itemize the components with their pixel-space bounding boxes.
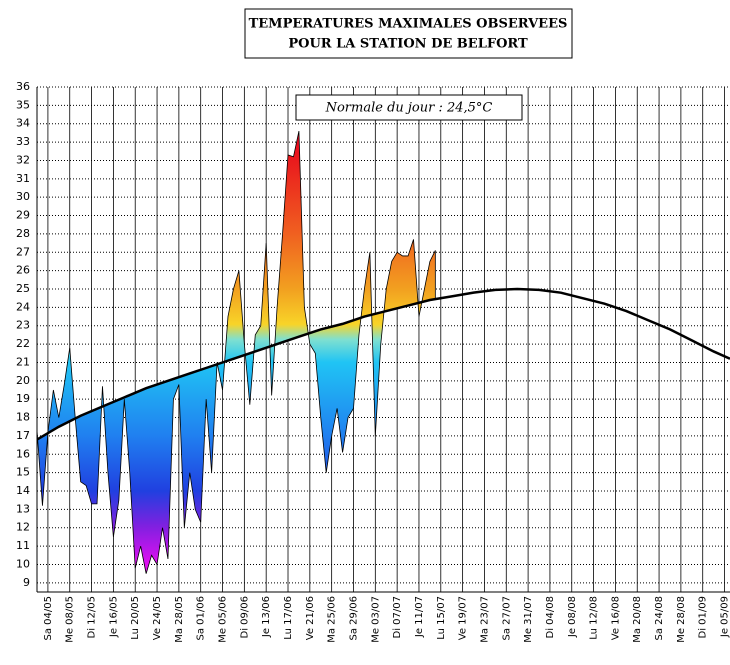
x-tick-label: Ma 20/08 <box>632 596 643 643</box>
y-tick-label: 25 <box>16 282 30 295</box>
y-tick-label: 18 <box>16 411 30 424</box>
x-tick-label: Ma 23/07 <box>479 596 490 643</box>
x-tick-label: Je 08/08 <box>567 596 578 638</box>
x-tick-label: Ma 25/06 <box>327 596 338 643</box>
x-tick-label: Lu 12/08 <box>589 596 600 640</box>
y-tick-label: 36 <box>16 80 30 93</box>
y-tick-label: 17 <box>16 429 30 442</box>
x-tick-label: Ve 21/06 <box>305 596 316 640</box>
x-tick-label: Sa 24/08 <box>654 596 665 640</box>
y-tick-label: 28 <box>16 227 30 240</box>
y-tick-label: 32 <box>16 153 30 166</box>
y-tick-label: 24 <box>16 300 30 313</box>
x-tick-label: Me 31/07 <box>523 596 534 643</box>
y-tick-label: 31 <box>16 172 30 185</box>
y-tick-label: 12 <box>16 521 30 534</box>
x-tick-label: Ve 19/07 <box>458 596 469 640</box>
x-tick-label: Je 11/07 <box>414 596 425 638</box>
x-tick-label: Me 28/08 <box>676 596 687 643</box>
y-tick-label: 20 <box>16 374 30 387</box>
y-tick-label: 23 <box>16 319 30 332</box>
y-tick-label: 30 <box>16 190 30 203</box>
x-tick-label: Ve 16/08 <box>610 596 621 640</box>
y-tick-label: 14 <box>16 484 30 497</box>
y-tick-label: 9 <box>23 576 30 589</box>
y-tick-label: 21 <box>16 355 30 368</box>
y-tick-label: 29 <box>16 209 30 222</box>
x-tick-label: Ma 28/05 <box>174 596 185 643</box>
y-tick-label: 15 <box>16 466 30 479</box>
chart-title: POUR LA STATION DE BELFORT <box>288 37 528 52</box>
annotation-box <box>295 94 523 121</box>
x-tick-label: Sa 01/06 <box>196 596 207 640</box>
y-tick-label: 34 <box>16 117 30 130</box>
y-tick-label: 33 <box>16 135 30 148</box>
x-tick-label: Je 16/05 <box>108 596 119 638</box>
y-tick-label: 27 <box>16 245 30 258</box>
x-tick-label: Je 13/06 <box>261 596 272 638</box>
x-tick-label: Me 05/06 <box>218 596 229 643</box>
y-tick-label: 22 <box>16 337 30 350</box>
x-tick-label: Di 01/09 <box>698 596 709 638</box>
x-tick-label: Lu 15/07 <box>436 596 447 640</box>
y-tick-label: 19 <box>16 392 30 405</box>
x-tick-label: Me 08/05 <box>65 596 76 643</box>
y-tick-label: 11 <box>16 539 30 552</box>
x-tick-label: Di 12/05 <box>87 596 98 638</box>
x-tick-label: Di 07/07 <box>392 596 403 638</box>
x-tick-label: Me 03/07 <box>370 596 381 643</box>
y-tick-label: 26 <box>16 264 30 277</box>
y-tick-label: 35 <box>16 98 30 111</box>
y-tick-label: 13 <box>16 502 30 515</box>
x-tick-label: Je 05/09 <box>720 596 730 638</box>
x-tick-label: Lu 20/05 <box>130 596 141 640</box>
x-tick-label: Lu 17/06 <box>283 596 294 640</box>
y-tick-label: 10 <box>16 557 30 570</box>
x-tick-label: Sa 29/06 <box>348 596 359 640</box>
x-tick-label: Di 09/06 <box>239 596 250 638</box>
x-tick-label: Di 04/08 <box>545 596 556 638</box>
x-tick-label: Sa 27/07 <box>501 596 512 640</box>
normal-line <box>37 287 730 441</box>
x-tick-label: Ve 24/05 <box>152 596 163 640</box>
x-tick-label: Sa 04/05 <box>43 596 54 640</box>
annotation: Normale du jour : 24,5°C <box>325 101 493 116</box>
y-tick-label: 16 <box>16 447 30 460</box>
chart-title: TEMPERATURES MAXIMALES OBSERVEES <box>249 17 568 32</box>
title-box <box>244 8 573 59</box>
